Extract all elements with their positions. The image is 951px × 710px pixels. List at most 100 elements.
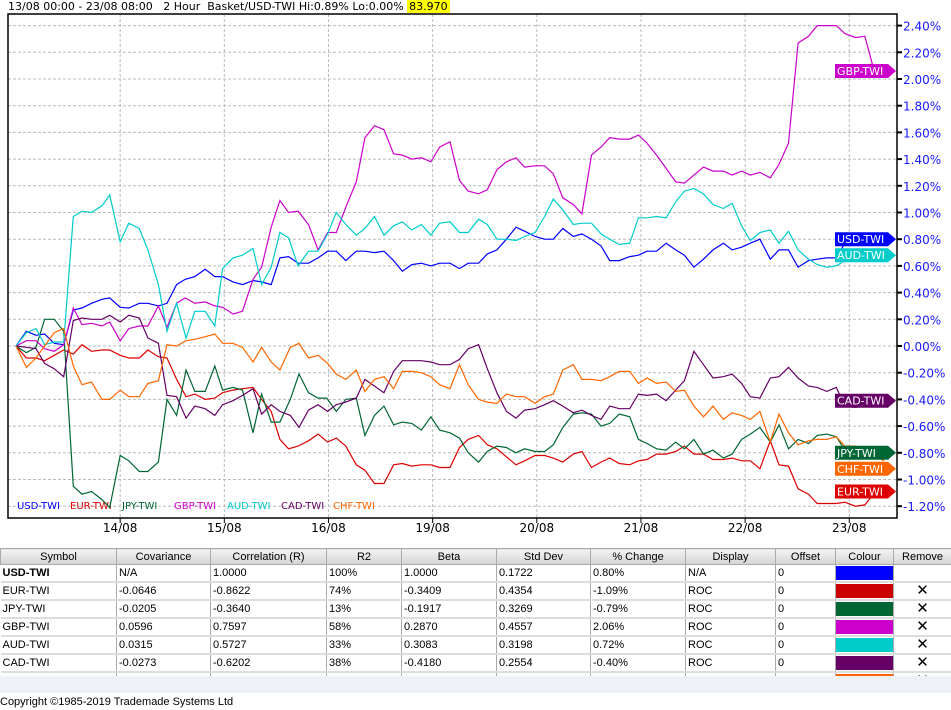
colour-cell[interactable] xyxy=(835,636,894,655)
colour-swatch[interactable] xyxy=(836,620,893,634)
table-row[interactable]: USD-TWI N/A 1.0000 100% 1.0000 0.1722 0.80% N/A… xyxy=(0,564,951,583)
cell-offset[interactable]: 0 xyxy=(775,618,836,637)
colour-cell[interactable] xyxy=(835,618,894,637)
colour-cell[interactable] xyxy=(835,564,894,583)
column-header[interactable]: R2 xyxy=(326,548,402,565)
y-tick-label: 0.80% xyxy=(903,233,941,247)
chart-header: 13/08 00:00 - 23/08 08:00 2 Hour Basket/… xyxy=(8,0,450,14)
cell-std: 0.4354 xyxy=(496,582,591,601)
series-line-gbp-twi xyxy=(15,25,885,352)
table-row[interactable]: CAD-TWI -0.0273 -0.6202 38% -0.4180 0.2554 -0.… xyxy=(0,654,951,673)
table-row[interactable]: GBP-TWI 0.0596 0.7597 58% 0.2870 0.4557 2.06% R… xyxy=(0,618,951,637)
column-header[interactable]: Std Dev xyxy=(496,548,591,565)
tag-background xyxy=(835,393,896,408)
cell-corr: -0.3640 xyxy=(210,600,327,619)
colour-swatch[interactable] xyxy=(836,566,893,580)
legend-item-jpy-twi: JPY-TWI xyxy=(121,501,157,512)
cell-chg: -1.09% xyxy=(590,582,686,601)
cell-display[interactable]: ROC xyxy=(685,582,776,601)
y-tick-label: -1.00% xyxy=(903,474,945,488)
cell-display[interactable]: ROC xyxy=(685,636,776,655)
cell-r2: 33% xyxy=(326,636,402,655)
cell-offset[interactable]: 0 xyxy=(775,582,836,601)
cell-display[interactable]: ROC xyxy=(685,600,776,619)
cell-display[interactable]: ROC xyxy=(685,618,776,637)
interval: 2 Hour xyxy=(163,0,201,13)
column-header[interactable]: % Change xyxy=(590,548,686,565)
column-header[interactable]: Display xyxy=(685,548,776,565)
lo-value: Lo:0.00% xyxy=(352,0,404,13)
cell-symbol: EUR-TWI xyxy=(0,582,117,601)
column-header[interactable]: Offset xyxy=(775,548,836,565)
colour-cell[interactable] xyxy=(835,600,894,619)
x-tick-label: 16/08 xyxy=(311,521,346,535)
remove-icon[interactable]: ✕ xyxy=(893,582,951,601)
cell-std: 0.3198 xyxy=(496,636,591,655)
cell-beta: 0.3083 xyxy=(401,636,497,655)
column-header[interactable]: Covariance xyxy=(116,548,211,565)
cell-r2: 74% xyxy=(326,582,402,601)
y-tick-label: 0.40% xyxy=(903,287,941,301)
colour-cell[interactable] xyxy=(835,654,894,673)
tag-label: USD-TWI xyxy=(837,233,884,246)
table-row[interactable]: EUR-TWI -0.0646 -0.8622 74% -0.3409 0.4354 -1.… xyxy=(0,582,951,601)
x-tick-label: 20/08 xyxy=(520,521,555,535)
cell-beta: -0.1917 xyxy=(401,600,497,619)
hi-value: Hi:0.89% xyxy=(298,0,349,13)
colour-swatch[interactable] xyxy=(836,638,893,652)
remove-icon[interactable]: ✕ xyxy=(893,654,951,673)
series-line-usd-twi xyxy=(15,226,885,347)
y-tick-label: 1.20% xyxy=(903,180,941,194)
tag-background xyxy=(835,445,896,460)
cell-offset[interactable]: 0 xyxy=(775,636,836,655)
cell-corr: -0.6202 xyxy=(210,654,327,673)
cell-beta: 0.2870 xyxy=(401,618,497,637)
table-footer-area xyxy=(0,676,951,693)
tag-background xyxy=(835,484,896,499)
cell-symbol: CAD-TWI xyxy=(0,654,117,673)
tag-background xyxy=(835,248,896,263)
tag-label: EUR-TWI xyxy=(837,486,883,499)
plot-frame xyxy=(7,13,898,519)
colour-cell[interactable] xyxy=(835,582,894,601)
cell-r2: 100% xyxy=(326,564,402,583)
column-header[interactable]: Colour xyxy=(835,548,894,565)
remove-icon[interactable]: ✕ xyxy=(893,600,951,619)
y-tick-label: 2.20% xyxy=(903,46,941,60)
legend-item-eur-twi: EUR-TWI xyxy=(70,501,112,512)
column-header[interactable]: Symbol xyxy=(0,548,117,565)
y-tick-label: 1.00% xyxy=(903,207,941,221)
y-tick-label: 1.40% xyxy=(903,153,941,167)
y-tick-label: -1.20% xyxy=(903,500,945,514)
basket-chart: 2.40% 2.20% 2.00% 1.80% 1.60% 1.40% 1.20% 1.00%… xyxy=(7,13,945,535)
last-value-tag-chf-twi: CHF-TWI xyxy=(835,461,896,476)
column-header[interactable]: Correlation (R) xyxy=(210,548,327,565)
colour-swatch[interactable] xyxy=(836,602,893,616)
remove-icon[interactable]: ✕ xyxy=(893,636,951,655)
tag-label: GBP-TWI xyxy=(837,65,883,78)
x-tick-label: 23/08 xyxy=(832,521,867,535)
cell-cov: -0.0646 xyxy=(116,582,211,601)
colour-swatch[interactable] xyxy=(836,584,893,598)
cell-cov: 0.0315 xyxy=(116,636,211,655)
table-row[interactable]: JPY-TWI -0.0205 -0.3640 13% -0.1917 0.3269 -0.… xyxy=(0,600,951,619)
cell-cov: N/A xyxy=(116,564,211,583)
column-header[interactable]: Beta xyxy=(401,548,497,565)
cell-std: 0.4557 xyxy=(496,618,591,637)
series-line-cad-twi xyxy=(15,314,885,429)
cell-display[interactable]: N/A xyxy=(685,564,776,583)
x-tick-label: 15/08 xyxy=(207,521,242,535)
cell-display[interactable]: ROC xyxy=(685,654,776,673)
colour-swatch[interactable] xyxy=(836,656,893,670)
remove-icon[interactable]: ✕ xyxy=(893,618,951,637)
cell-std: 0.2554 xyxy=(496,654,591,673)
cell-offset[interactable]: 0 xyxy=(775,654,836,673)
cell-std: 0.1722 xyxy=(496,564,591,583)
y-tick-label: -0.20% xyxy=(903,367,945,381)
cell-offset[interactable]: 0 xyxy=(775,564,836,583)
cell-offset[interactable]: 0 xyxy=(775,600,836,619)
column-header[interactable]: Remove xyxy=(893,548,951,565)
cell-corr: 1.0000 xyxy=(210,564,327,583)
table-row[interactable]: AUD-TWI 0.0315 0.5727 33% 0.3083 0.3198 0.72% R… xyxy=(0,636,951,655)
last-price: 83.970 xyxy=(407,0,450,13)
